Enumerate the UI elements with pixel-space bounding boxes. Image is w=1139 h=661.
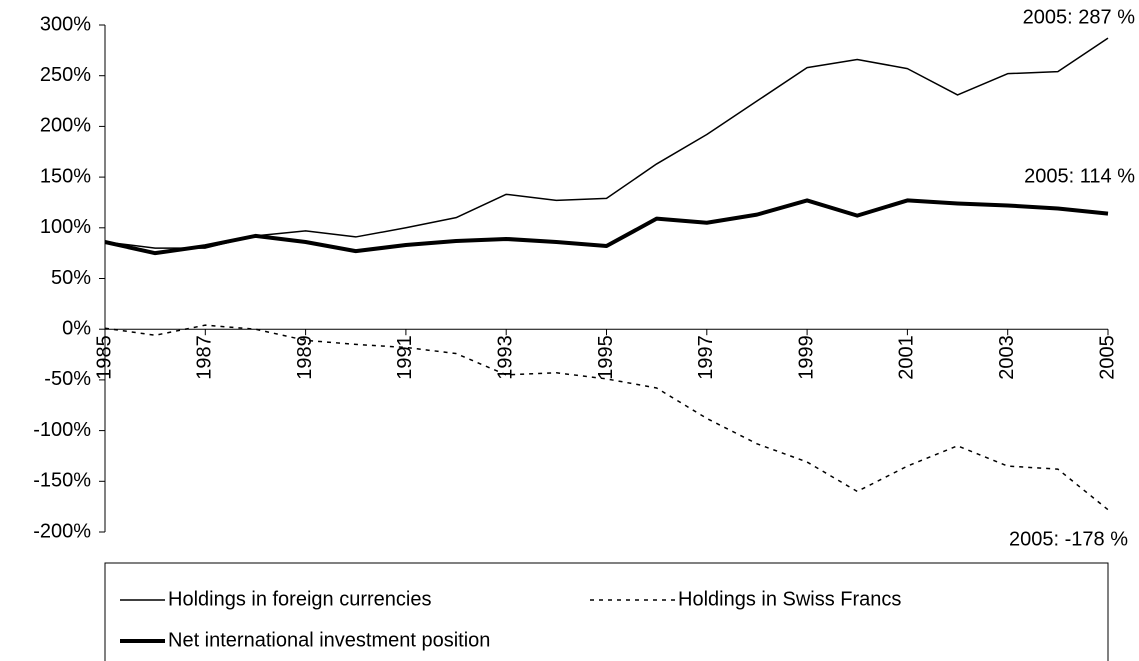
x-tick-label: 1997 [695, 335, 717, 380]
x-tick-label: 2005 [1096, 335, 1118, 380]
legend-label: Holdings in Swiss Francs [678, 588, 901, 610]
y-tick-label: 50% [51, 267, 91, 289]
x-tick-label: 1993 [494, 335, 516, 380]
y-tick-label: 0% [62, 317, 91, 339]
series-line [104, 37, 1109, 249]
y-tick-label: -50% [44, 368, 91, 390]
y-tick-label: 150% [40, 165, 91, 187]
y-tick-label: 200% [40, 115, 91, 137]
x-tick-label: 1995 [595, 335, 617, 380]
annotation: 2005: 287 % [1023, 6, 1136, 28]
y-tick-label: -100% [33, 419, 91, 441]
x-tick-label: 2001 [896, 335, 918, 380]
annotation: 2005: -178 % [1009, 528, 1128, 550]
y-tick-label: 250% [40, 64, 91, 86]
x-tick-label: 1985 [93, 335, 115, 380]
x-tick-label: 1989 [294, 335, 316, 380]
x-tick-label: 1987 [194, 335, 216, 380]
y-tick-label: -200% [33, 520, 91, 542]
series-line [104, 198, 1109, 256]
legend-label: Holdings in foreign currencies [168, 588, 431, 610]
legend-label: Net international investment position [168, 629, 490, 651]
y-tick-label: 100% [40, 216, 91, 238]
x-tick-label: 2003 [996, 335, 1018, 380]
y-tick-label: -150% [33, 470, 91, 492]
y-tick-label: 300% [40, 13, 91, 35]
x-tick-label: 1999 [795, 335, 817, 380]
annotation: 2005: 114 % [1024, 165, 1135, 187]
x-tick-label: 1991 [394, 335, 416, 380]
legend-box [104, 562, 1109, 661]
